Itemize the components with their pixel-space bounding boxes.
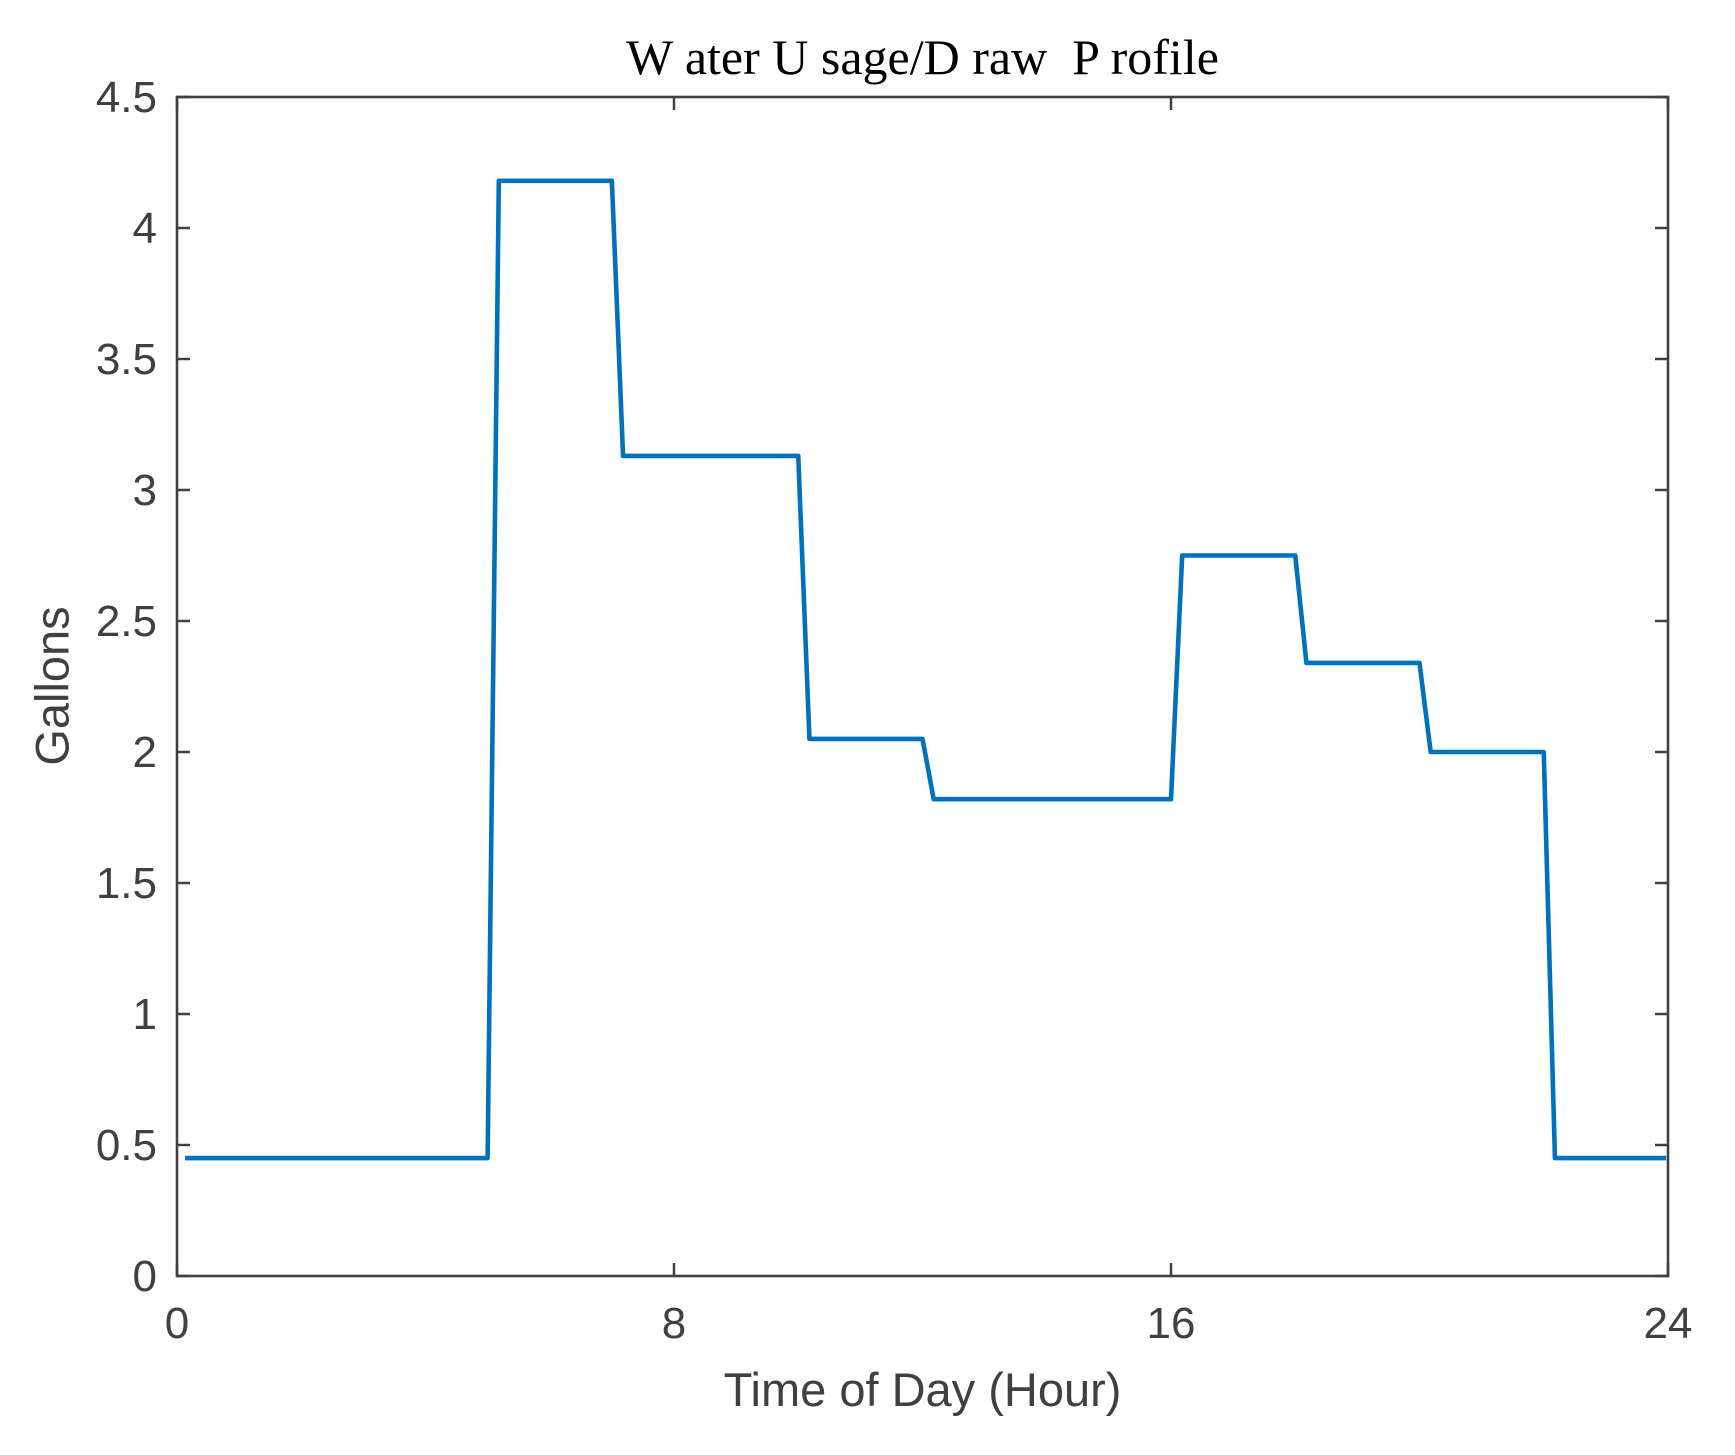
x-tick-label: 8: [662, 1299, 686, 1348]
y-tick-label: 1: [133, 990, 157, 1039]
y-tick-label: 2: [133, 728, 157, 777]
usage-step-line: [185, 178, 1667, 1161]
y-tick-label: 1.5: [96, 859, 157, 908]
y-tick-label: 0: [133, 1252, 157, 1301]
y-tick-label: 0.5: [96, 1121, 157, 1170]
y-tick-label: 2.5: [96, 597, 157, 646]
y-axis-label: Gallons: [25, 606, 79, 766]
y-tick-label: 4: [133, 204, 157, 253]
chart-title: W ater U sage/D raw P rofile: [626, 29, 1219, 85]
y-tick-label: 4.5: [96, 73, 157, 122]
plot-border: [175, 95, 1670, 1278]
x-tick-label: 24: [1644, 1299, 1693, 1348]
y-tick-label: 3: [133, 466, 157, 515]
x-axis-label: Time of Day (Hour): [723, 1363, 1122, 1416]
x-tick-label: 16: [1147, 1299, 1196, 1348]
x-tick-label: 0: [165, 1299, 189, 1348]
y-tick-label: 3.5: [96, 335, 157, 384]
